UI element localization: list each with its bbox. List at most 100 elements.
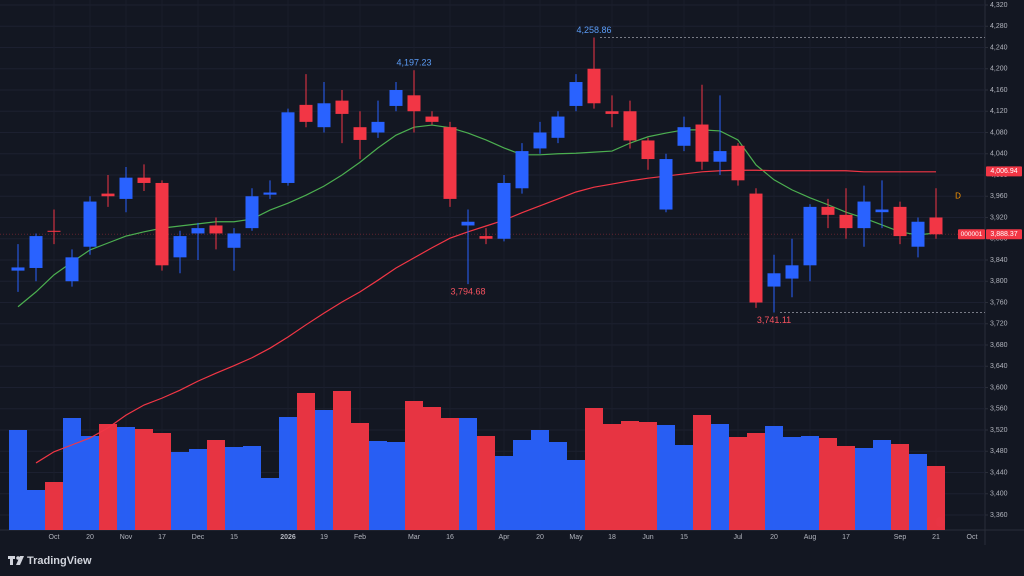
candle-body xyxy=(497,182,511,239)
y-tick-label: 4,160 xyxy=(990,87,1008,94)
x-tick-label: 18 xyxy=(608,534,616,541)
candle-body xyxy=(335,100,349,114)
volume-bar xyxy=(567,460,585,530)
y-tick-label: 3,640 xyxy=(990,363,1008,370)
candle-body xyxy=(875,209,889,213)
x-tick-label: 17 xyxy=(842,534,850,541)
volume-bar xyxy=(657,425,675,530)
moving-average-line xyxy=(17,124,937,308)
candle-body xyxy=(587,68,601,104)
x-tick-label: Oct xyxy=(967,534,978,541)
volume-bar xyxy=(459,418,477,530)
volume-bar xyxy=(621,421,639,530)
candle-body xyxy=(893,206,907,237)
candle-body xyxy=(749,193,763,303)
volume-bar xyxy=(9,430,27,530)
y-tick-label: 4,320 xyxy=(990,2,1008,9)
volume-bar xyxy=(747,433,765,530)
candle-body xyxy=(263,192,277,195)
x-tick-label: Nov xyxy=(120,534,133,541)
y-tick-label: 3,600 xyxy=(990,384,1008,391)
volume-bar xyxy=(495,456,513,530)
volume-bar xyxy=(423,407,441,530)
logo-mark xyxy=(16,556,24,565)
x-tick-label: Mar xyxy=(408,534,421,541)
candle-body xyxy=(461,221,475,226)
y-tick-label: 3,520 xyxy=(990,427,1008,434)
y-tick-label: 4,040 xyxy=(990,151,1008,158)
x-tick-label: Dec xyxy=(192,534,205,541)
logo xyxy=(8,556,24,565)
volume-bar xyxy=(819,438,837,530)
candle-body xyxy=(911,221,925,247)
candle-body xyxy=(821,206,835,215)
y-tick-label: 4,120 xyxy=(990,108,1008,115)
x-tick-label: 2026 xyxy=(280,534,296,541)
candle-body xyxy=(101,193,115,197)
price-badge xyxy=(986,166,1022,177)
y-tick-label: 4,200 xyxy=(990,66,1008,73)
volume-bar xyxy=(783,437,801,530)
price-badge xyxy=(986,229,1022,240)
price-badge-label: 4,006.94 xyxy=(990,168,1017,175)
volume-bar xyxy=(891,444,909,530)
volume-bar xyxy=(99,424,117,530)
volume-bar xyxy=(693,415,711,530)
candle-body xyxy=(857,201,871,229)
volume-bar xyxy=(243,446,261,530)
candle-body xyxy=(389,90,403,106)
candle-body xyxy=(533,132,547,149)
volume-bar xyxy=(855,448,873,530)
candle-body xyxy=(659,159,673,210)
y-tick-label: 3,400 xyxy=(990,491,1008,498)
x-tick-label: 21 xyxy=(932,534,940,541)
volume-bar xyxy=(189,449,207,530)
x-tick-label: 15 xyxy=(230,534,238,541)
low-label: 3,741.11 xyxy=(757,315,791,325)
x-tick-label: 17 xyxy=(158,534,166,541)
y-tick-label: 4,080 xyxy=(990,129,1008,136)
x-tick-label: 20 xyxy=(536,534,544,541)
x-tick-label: 20 xyxy=(86,534,94,541)
volume-bar xyxy=(549,442,567,530)
countdown-badge xyxy=(958,229,985,240)
x-tick-label: Feb xyxy=(354,534,366,541)
y-tick-label: 3,840 xyxy=(990,257,1008,264)
footer xyxy=(0,545,1024,576)
x-tick-label: 15 xyxy=(680,534,688,541)
volume-bar xyxy=(441,418,459,530)
y-tick-label: 3,480 xyxy=(990,448,1008,455)
volume-bar xyxy=(333,391,351,530)
candle-body xyxy=(353,127,367,140)
candle-body xyxy=(119,177,133,199)
volume-bar xyxy=(45,482,63,530)
x-tick-label: 20 xyxy=(770,534,778,541)
y-tick-label: 3,440 xyxy=(990,469,1008,476)
x-tick-label: Jun xyxy=(642,534,653,541)
y-tick-label: 3,920 xyxy=(990,214,1008,221)
x-tick-label: Jul xyxy=(734,534,743,541)
volume-bar xyxy=(117,427,135,530)
candle-body xyxy=(929,217,943,235)
volume-bar xyxy=(369,441,387,530)
candle-body xyxy=(47,230,61,232)
volume-bar xyxy=(909,454,927,530)
x-tick-label: Aug xyxy=(804,534,817,541)
candle-body xyxy=(407,95,421,112)
candle-body xyxy=(551,116,565,138)
volume-bar xyxy=(315,410,333,530)
candle-body xyxy=(569,82,583,106)
volume-bar xyxy=(729,437,747,530)
candle-body xyxy=(155,182,169,266)
branding: TradingView xyxy=(27,555,92,567)
volume-bar xyxy=(171,452,189,530)
volume-bar xyxy=(585,408,603,530)
y-tick-label: 3,360 xyxy=(990,512,1008,519)
candle-body xyxy=(677,127,691,146)
volume-bar xyxy=(675,445,693,530)
volume-bar xyxy=(765,426,783,530)
volume-bar xyxy=(135,429,153,530)
volume-bar xyxy=(261,478,279,530)
candle-body xyxy=(623,111,637,141)
